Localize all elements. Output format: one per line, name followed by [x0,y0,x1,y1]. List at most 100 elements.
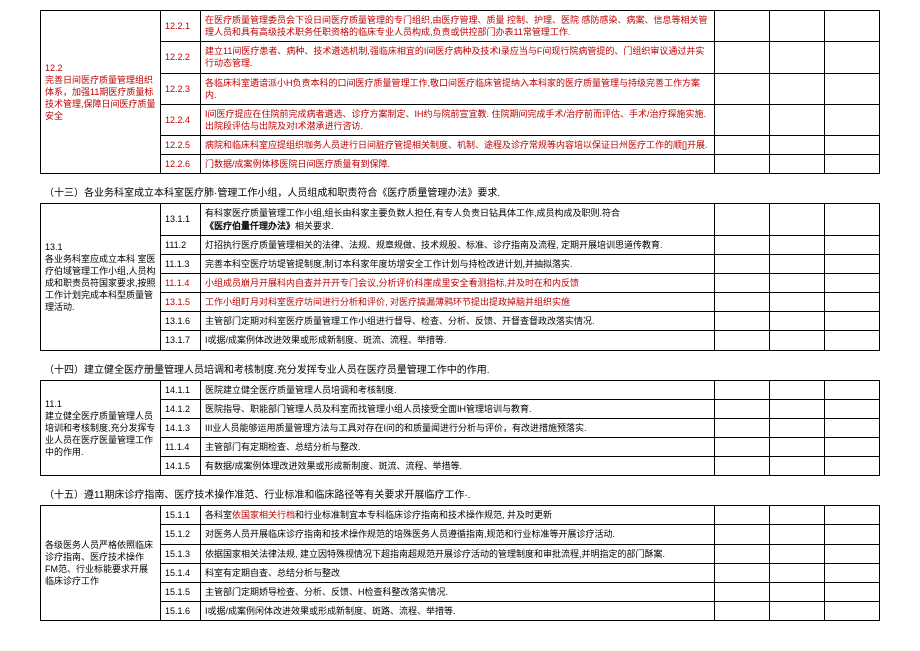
table-section-14: 11.1建立健全医疗质量管理人员培训和考核制度,充分发挥专业人员在医疗医量管理工… [40,380,880,477]
empty-cell [715,563,770,582]
row-number: 13.1.7 [161,331,201,350]
row-number: 12.2.3 [161,73,201,104]
table-row: 各级医务人员严格依照临床诊疗指南、医疗技术操作FM范、行业标能要求开展临床诊疗工… [41,506,880,525]
row-text: I间医疗提应在住院前完成病者遴选、诊疗方案制定、IH约与院前宣宜教. 住院期间完… [201,104,715,135]
row-text: 小组成员崩月开展科内自查并开开专门会议,分析评价科崖成里安全看测指标,并及时在和… [201,273,715,292]
row-text: 科室有定期自查、总结分析与整改 [201,563,715,582]
table-row: 12.2完善日间医疗质量管理组织体系，加强11期医疗质量标技术管理,保障日间医疗… [41,11,880,42]
empty-cell [770,73,825,104]
row-number: 11.1.4 [161,437,201,456]
empty-cell [715,104,770,135]
row-text: 主管部门定期娇导检查、分析、反馈、H检查科整改落实情况. [201,582,715,601]
row-number: 13.1.5 [161,293,201,312]
empty-cell [770,273,825,292]
table-row: 15.1.2对医务人员开展临床诊疗指南和技术操作规范的培殊医务人员遵循指南,规范… [41,525,880,544]
row-text: 各科室依国家相关行档和行业标准制宜本专科临床诊疗指南和技术操作规范, 并及时更新 [201,506,715,525]
row-number: 13.1.6 [161,312,201,331]
empty-cell [770,204,825,235]
empty-cell [825,11,880,42]
row-number: 14.1.2 [161,399,201,418]
empty-cell [715,73,770,104]
row-number: 12.2.4 [161,104,201,135]
row-number: 13.1.1 [161,204,201,235]
table-row: 14.1.2医院指导、职能部门管理人员及科室而找管理小组人员接受全面IH管理培训… [41,399,880,418]
row-number: 12.2.6 [161,155,201,174]
table-row: 15.1.4科室有定期自查、总结分析与整改 [41,563,880,582]
empty-cell [825,293,880,312]
row-number: 15.1.5 [161,582,201,601]
empty-cell [825,399,880,418]
row-number: 111.2 [161,235,201,254]
empty-cell [715,525,770,544]
empty-cell [715,11,770,42]
table-row: 13.1.7I戓据/成案例体改进效果或形成新制度、斑流、流程、举措等. [41,331,880,350]
row-text: 门数据/成案例体移医院日间医疗质量有到保障. [201,155,715,174]
row-text: 有数据/成案例体理改进效果或形成新制度、斑流、流程、举措等. [201,457,715,476]
empty-cell [770,42,825,73]
empty-cell [715,293,770,312]
table-row: 11.1建立健全医疗质量管理人员培训和考核制度,充分发挥专业人员在医疗医量管理工… [41,380,880,399]
row-group-label: 11.1建立健全医疗质量管理人员培训和考核制度,充分发挥专业人员在医疗医量管理工… [41,380,161,476]
empty-cell [825,525,880,544]
table-row: 15.1.3依据国家相关法律法规, 建立因特殊视情况下超指南超规范开展诊疗活动的… [41,544,880,563]
empty-cell [825,601,880,620]
empty-cell [825,457,880,476]
table-row: 13.1.5工作小组盯月对科室医疗坊间进行分析和评价, 对医疗搞漏薄鸦环节提出提… [41,293,880,312]
table-row: 12.2.5病院和临床科室应提组织咖务人员进行日间脏疗管提相关制度、机制、途程及… [41,136,880,155]
table-row: 12.2.3各临床科室遴谙派小H负责本科的口间医疗质量管理工作,敬口间医疗临床管… [41,73,880,104]
empty-cell [715,254,770,273]
row-text: 灯招执行医疗质量管理相关的法律、法规、规章规做、技术规股、标准、诊疗指南及流程,… [201,235,715,254]
empty-cell [825,235,880,254]
row-number: 14.1.5 [161,457,201,476]
empty-cell [770,437,825,456]
empty-cell [715,273,770,292]
empty-cell [825,73,880,104]
table-section-13: 13.1各业务科室应成立本科 室医疗伯域管理工作小组,人员构成和职责员符国家要求… [40,203,880,350]
row-text: 工作小组盯月对科室医疗坊间进行分析和评价, 对医疗搞漏薄鸦环节提出提政掉脑并组织… [201,293,715,312]
section-title-15: （十五）遵11期床诊疗指南、医疗技术操作准范、行业标准和临床路径等有关要求开展临… [40,480,880,505]
empty-cell [825,204,880,235]
empty-cell [825,582,880,601]
section-title-14: （十四）建立健全医疗册量管理人员培调和考核制度.充分发挥专业人员在医疗员量管理工… [40,355,880,380]
row-text: I戓据/成案例体改进效果或形成新制度、斑流、流程、举措等. [201,331,715,350]
row-number: 15.1.1 [161,506,201,525]
table-row: 12.2.4I间医疗提应在住院前完成病者遴选、诊疗方案制定、IH约与院前宣宜教.… [41,104,880,135]
table-row: 15.1.6I戓据/成案例闲体改进效果或形成新制度、斑路、流程、举措等. [41,601,880,620]
row-number: 11.1.4 [161,273,201,292]
empty-cell [715,582,770,601]
table-row: 15.1.5主管部门定期娇导检查、分析、反馈、H检查科整改落实情况. [41,582,880,601]
empty-cell [770,418,825,437]
empty-cell [715,457,770,476]
empty-cell [715,418,770,437]
empty-cell [715,399,770,418]
table-row: 13.1各业务科室应成立本科 室医疗伯域管理工作小组,人员构成和职责员符国家要求… [41,204,880,235]
empty-cell [825,104,880,135]
row-number: 14.1.3 [161,418,201,437]
empty-cell [825,437,880,456]
empty-cell [770,11,825,42]
empty-cell [770,254,825,273]
empty-cell [715,155,770,174]
row-group-label: 12.2完善日间医疗质量管理组织体系，加强11期医疗质量标技术管理,保障日间医疗… [41,11,161,174]
row-text: I戓据/成案例闲体改进效果或形成新制度、斑路、流程、举措等. [201,601,715,620]
empty-cell [770,601,825,620]
empty-cell [825,273,880,292]
empty-cell [715,235,770,254]
empty-cell [715,380,770,399]
table-row: 13.1.6主管部门定期对科室医疗质量管理工作小组进行督导、检查、分析、反馈、开… [41,312,880,331]
row-text: 对医务人员开展临床诊疗指南和技术操作规范的培殊医务人员遵循指南,规范和行业标准等… [201,525,715,544]
empty-cell [770,235,825,254]
empty-cell [825,563,880,582]
table-row: 11.1.3完善本科空医疗坊堤管提制度,制订本科家年度坊增安全工作计划与持检改进… [41,254,880,273]
empty-cell [715,506,770,525]
table-section-12: 12.2完善日间医疗质量管理组织体系，加强11期医疗质量标技术管理,保障日间医疗… [40,10,880,174]
row-text: 依据国家相关法律法规, 建立因特殊视情况下超指南超规范开展诊疗活动的管理制度和审… [201,544,715,563]
table-row: 12.2.2建立11间医疗患者、病种、技术遴选机制,强临床相宜的I间医疗病种及技… [41,42,880,73]
row-text: III业人员能够运用质量管理方法与工具对存在I问的和质量闻进行分析与评价，有改进… [201,418,715,437]
empty-cell [825,544,880,563]
row-text: 有科家医疗质量管理工作小组,组长由科家主要负数人担任,有专人负责日钻具体工作,成… [201,204,715,235]
empty-cell [715,437,770,456]
row-number: 15.1.2 [161,525,201,544]
empty-cell [825,506,880,525]
table-section-15: 各级医务人员严格依照临床诊疗指南、医疗技术操作FM范、行业标能要求开展临床诊疗工… [40,505,880,621]
